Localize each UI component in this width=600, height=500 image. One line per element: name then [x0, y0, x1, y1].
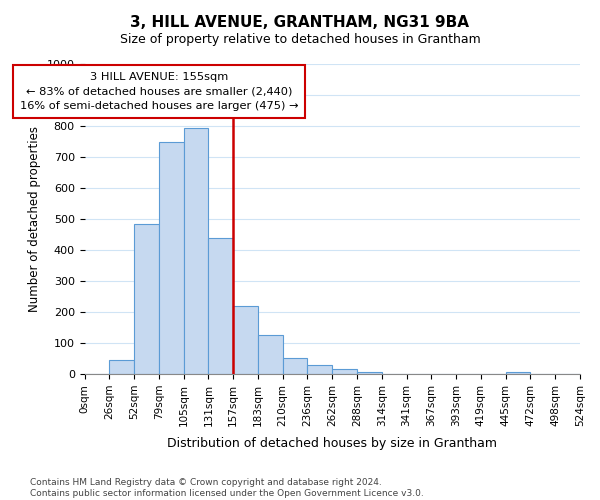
Text: 3, HILL AVENUE, GRANTHAM, NG31 9BA: 3, HILL AVENUE, GRANTHAM, NG31 9BA	[131, 15, 470, 30]
Bar	[332, 370, 357, 374]
X-axis label: Distribution of detached houses by size in Grantham: Distribution of detached houses by size …	[167, 437, 497, 450]
Bar	[134, 224, 159, 374]
Y-axis label: Number of detached properties: Number of detached properties	[28, 126, 41, 312]
Bar	[109, 360, 134, 374]
Bar	[208, 238, 233, 374]
Bar	[159, 142, 184, 374]
Bar	[307, 366, 332, 374]
Text: Contains HM Land Registry data © Crown copyright and database right 2024.
Contai: Contains HM Land Registry data © Crown c…	[30, 478, 424, 498]
Text: 3 HILL AVENUE: 155sqm
← 83% of detached houses are smaller (2,440)
16% of semi-d: 3 HILL AVENUE: 155sqm ← 83% of detached …	[20, 72, 298, 112]
Bar	[258, 336, 283, 374]
Bar	[233, 306, 258, 374]
Text: Size of property relative to detached houses in Grantham: Size of property relative to detached ho…	[119, 32, 481, 46]
Bar	[283, 358, 307, 374]
Bar	[184, 128, 208, 374]
Bar	[506, 372, 530, 374]
Bar	[357, 372, 382, 374]
